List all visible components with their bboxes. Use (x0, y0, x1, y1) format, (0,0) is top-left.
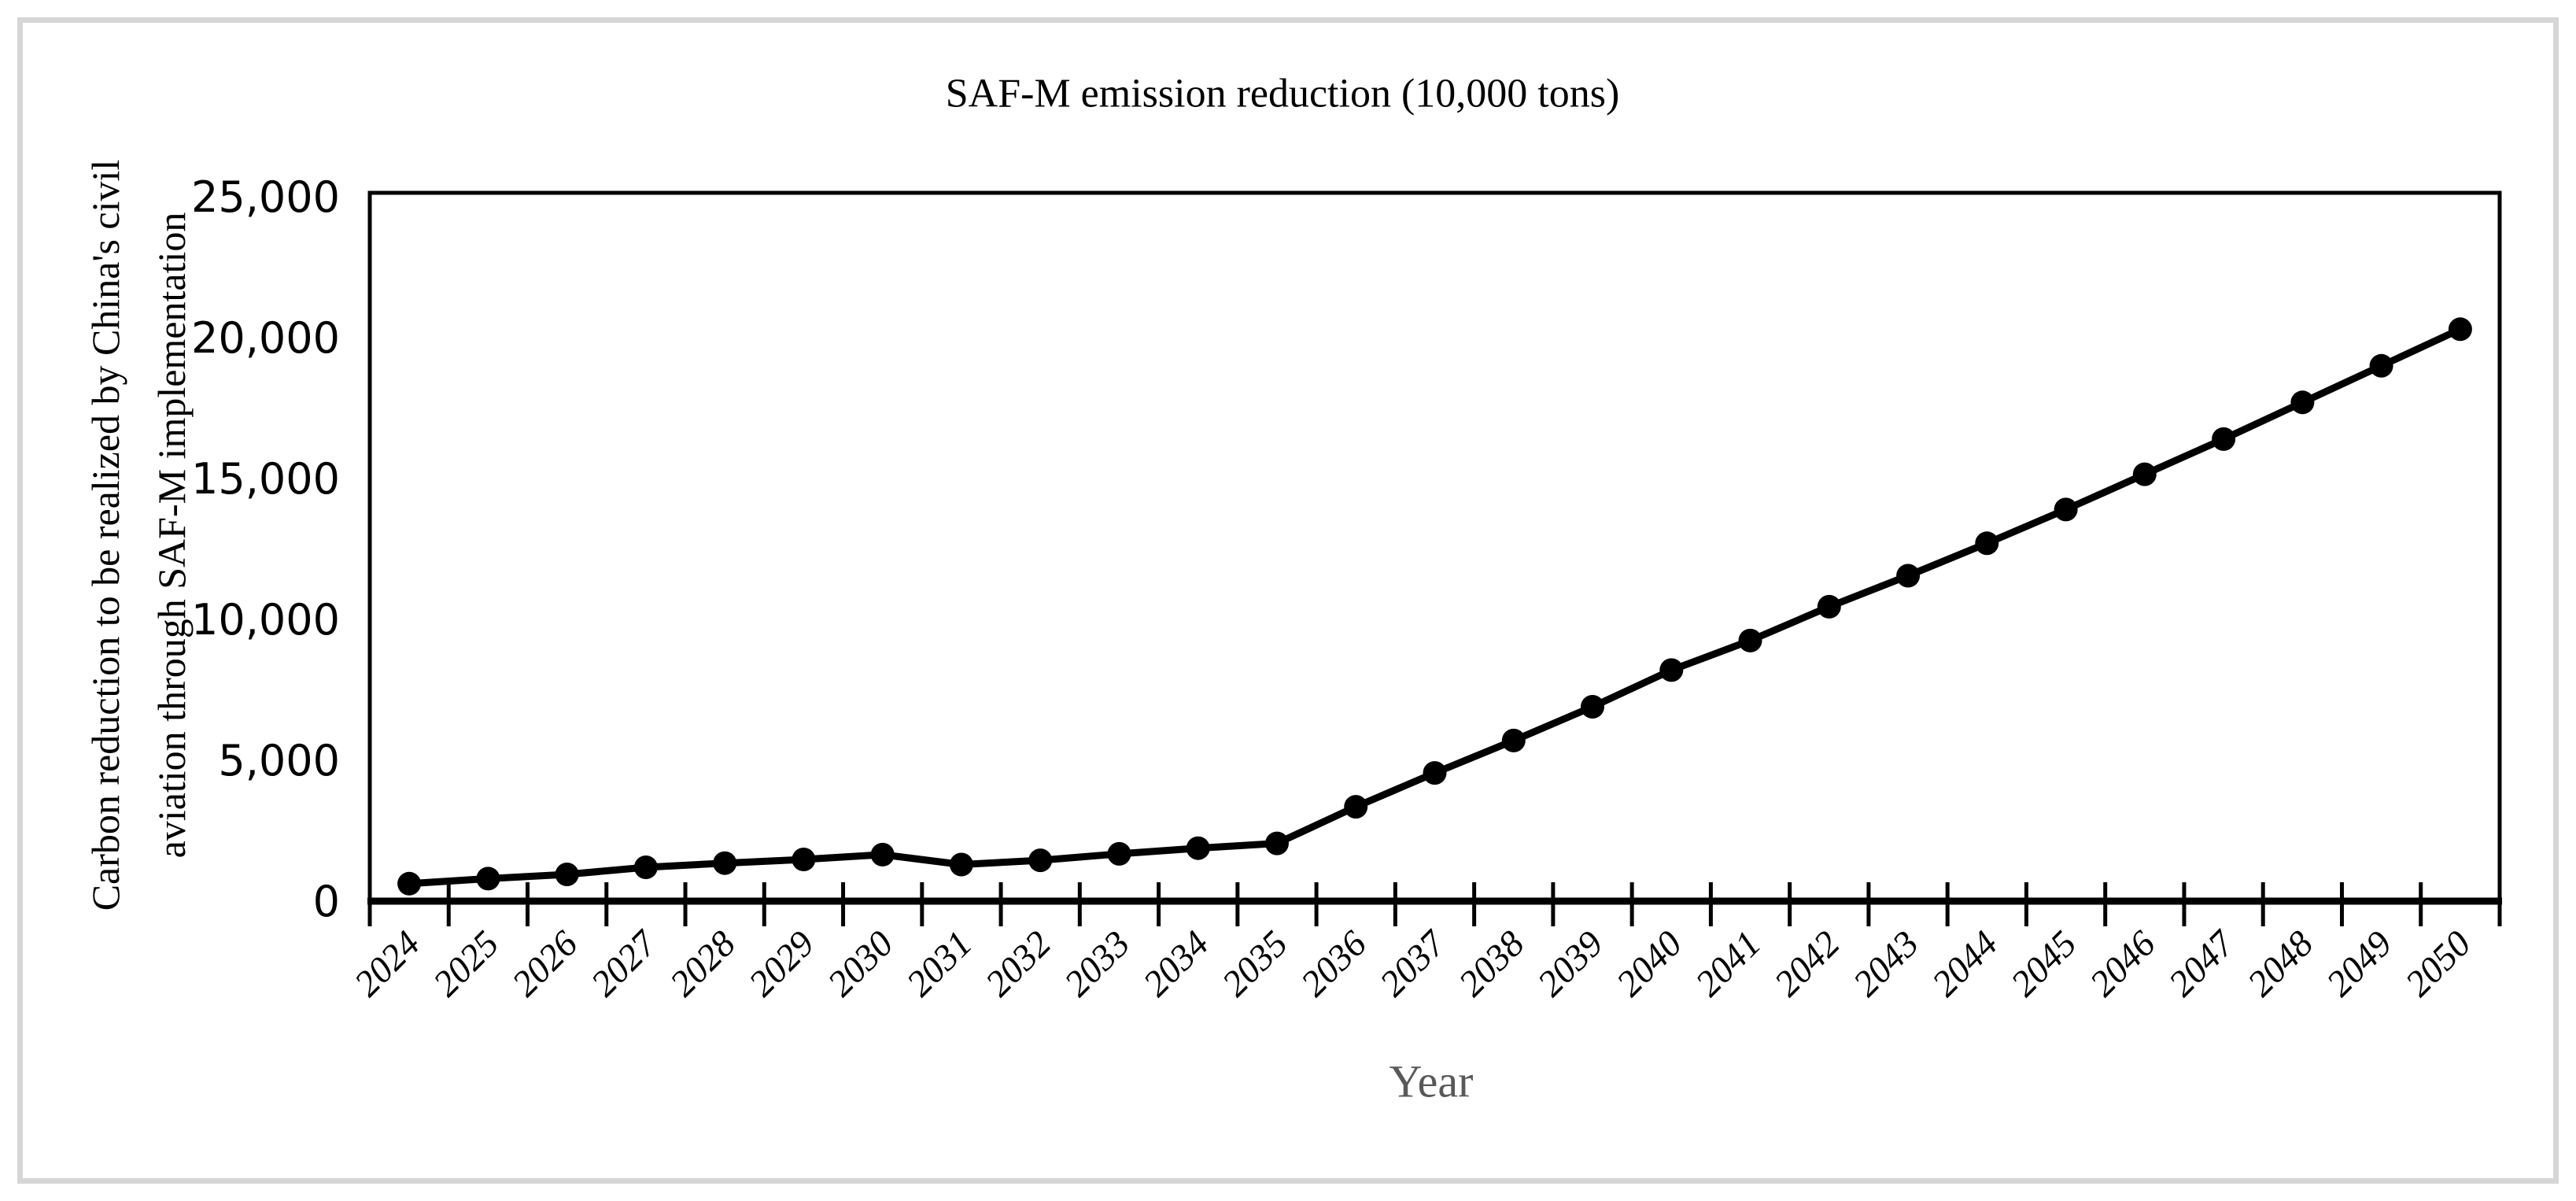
x-tick-label: 2035 (1215, 923, 1296, 1004)
data-point-2049 (2369, 353, 2393, 378)
x-tick-label: 2024 (347, 923, 428, 1004)
x-tick-label: 2044 (1925, 923, 2006, 1004)
data-point-2043 (1896, 564, 1921, 588)
chart-title: SAF-M emission reduction (10,000 tons) (945, 71, 1620, 116)
x-tick-label: 2046 (2082, 923, 2164, 1005)
data-point-2029 (792, 848, 816, 871)
x-tick-label: 2026 (504, 923, 586, 1005)
y-tick-label: 0 (313, 877, 340, 926)
data-point-2048 (2290, 390, 2315, 415)
y-tick-label: 20,000 (191, 313, 340, 363)
data-point-2028 (713, 851, 737, 875)
data-point-2047 (2212, 427, 2236, 451)
x-tick-label: 2028 (662, 923, 744, 1004)
data-point-2045 (2054, 497, 2078, 522)
x-tick-label: 2050 (2397, 923, 2478, 1004)
x-tick-label: 2033 (1057, 923, 1138, 1004)
y-tick-label: 25,000 (191, 172, 340, 222)
data-point-2038 (1501, 728, 1526, 752)
data-point-2041 (1738, 628, 1762, 652)
y-tick-label: 10,000 (191, 595, 340, 645)
x-tick-label: 2042 (1766, 923, 1847, 1004)
x-tick-label: 2032 (978, 923, 1059, 1004)
x-tick-label: 2045 (2003, 923, 2084, 1004)
data-point-2044 (1975, 531, 1999, 556)
data-point-2042 (1817, 594, 1841, 619)
x-tick-label: 2029 (741, 923, 822, 1004)
data-point-2050 (2448, 317, 2472, 342)
x-tick-label: 2031 (899, 923, 980, 1004)
x-tick-label: 2048 (2240, 923, 2321, 1004)
x-tick-label: 2049 (2319, 923, 2400, 1004)
data-point-2031 (949, 852, 973, 877)
data-point-2025 (476, 867, 500, 891)
data-point-2035 (1265, 831, 1289, 855)
data-point-2027 (633, 855, 658, 879)
x-tick-label: 2041 (1688, 923, 1769, 1004)
x-tick-label: 2037 (1372, 922, 1455, 1004)
data-point-2040 (1659, 658, 1684, 682)
x-tick-label: 2030 (820, 923, 901, 1004)
plot-area-border (367, 190, 2502, 904)
data-point-2026 (555, 863, 579, 886)
y-tick-label: 5,000 (218, 736, 340, 785)
x-tick-label: 2043 (1846, 923, 1927, 1004)
data-point-2030 (870, 842, 895, 867)
data-point-2033 (1107, 841, 1131, 866)
x-axis-title: Year (1389, 1055, 1474, 1107)
data-point-2046 (2132, 462, 2157, 486)
x-tick-label: 2039 (1530, 923, 1611, 1004)
data-point-2034 (1186, 836, 1210, 860)
x-tick-label: 2047 (2161, 922, 2244, 1004)
x-tick-label: 2034 (1135, 923, 1216, 1004)
data-point-2036 (1344, 795, 1368, 819)
data-line (405, 325, 2464, 888)
data-point-2024 (397, 871, 422, 896)
x-tick-label: 2036 (1294, 923, 1375, 1005)
data-point-2037 (1423, 761, 1447, 785)
x-tick-label: 2038 (1451, 923, 1532, 1004)
data-point-2039 (1581, 695, 1604, 719)
y-tick-label: 15,000 (191, 454, 340, 504)
x-tick-label: 2027 (583, 922, 666, 1004)
data-point-2032 (1028, 848, 1053, 873)
x-tick-label: 2040 (1609, 923, 1690, 1004)
x-tick-label: 2025 (426, 923, 507, 1004)
